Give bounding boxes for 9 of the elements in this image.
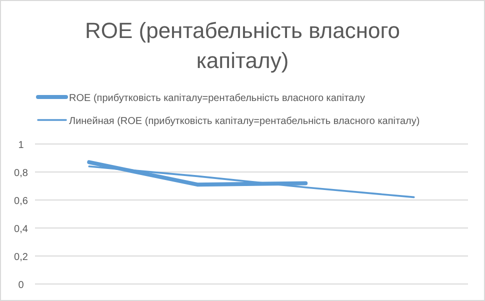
y-tick-label: 1	[18, 140, 24, 151]
legend-label: Линейная (ROE (прибутковість капіталу=рентабельність власного капіталу)	[69, 116, 420, 127]
y-tick-label: 0,8	[14, 168, 28, 179]
y-tick-label: 0,4	[14, 224, 28, 235]
y-tick-label: 0,2	[14, 252, 28, 263]
y-tick-label: 0	[18, 280, 24, 291]
legend-label: ROE (прибутковість капіталу=рентабельність власного капіталу	[69, 93, 365, 104]
chart-title: ROE (рентабельність власного капіталу)	[84, 18, 400, 73]
y-tick-label: 0,6	[14, 196, 28, 207]
